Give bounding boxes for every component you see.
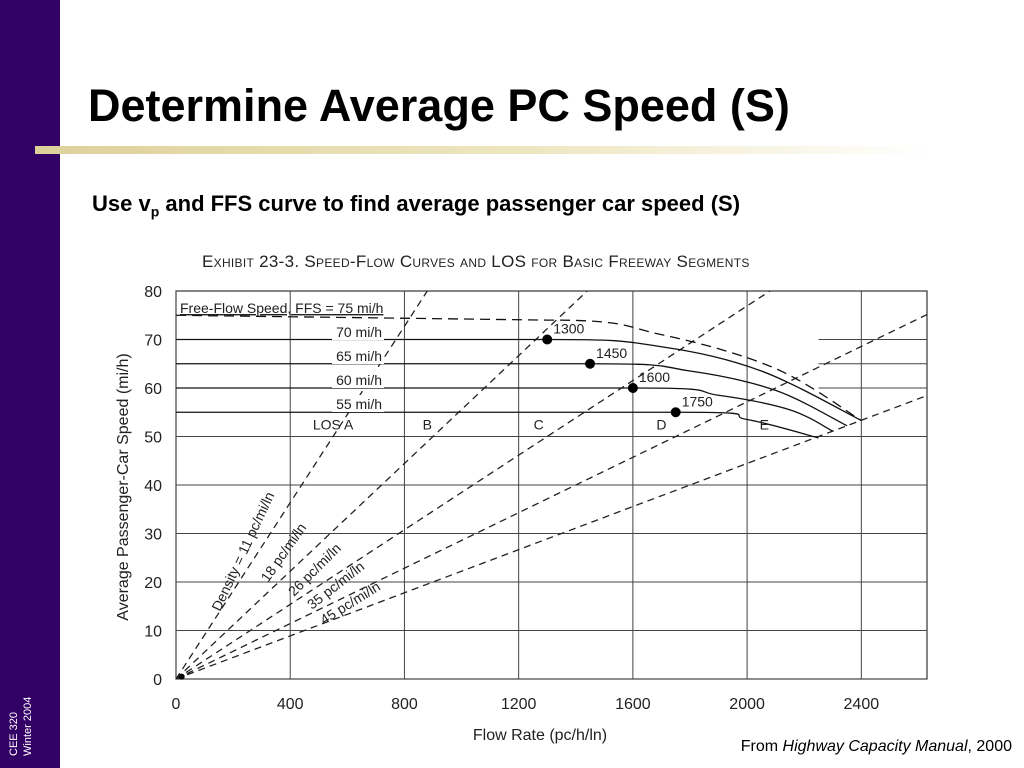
speed-label-bg	[332, 371, 384, 388]
los-label: LOS A	[313, 416, 354, 432]
density-line	[176, 291, 428, 679]
breakpoint-label: 1750	[682, 393, 713, 409]
speed-flow-curve	[175, 314, 862, 422]
y-tick-label: 0	[153, 672, 162, 689]
los-label: D	[656, 416, 666, 432]
x-tick-labels: 0 400 800 1200 1600 2000 2400	[172, 696, 880, 713]
title-underline	[35, 146, 935, 154]
speed-label: 55 mi/h	[336, 396, 382, 412]
speed-flow-curve	[176, 411, 819, 439]
x-tick-label: 0	[172, 696, 181, 713]
los-label: C	[534, 416, 544, 432]
x-axis-label: Flow Rate (pc/h/ln)	[473, 727, 607, 744]
y-tick-label: 50	[144, 430, 162, 447]
y-tick-label: 30	[144, 527, 162, 544]
speed-label-bg	[332, 323, 384, 340]
breakpoint-markers: 1300 1450 1600 1750	[178, 321, 713, 680]
ffs-header: Free-Flow Speed, FFS = 75 mi/h	[180, 300, 383, 316]
speed-flow-curve	[176, 363, 848, 427]
density-line	[176, 394, 927, 679]
density-line	[176, 291, 771, 679]
chart-title: Exhibit 23-3. Speed-Flow Curves and LOS …	[202, 252, 750, 271]
subtitle-prefix: Use v	[92, 191, 151, 216]
slide-title: Determine Average PC Speed (S)	[88, 80, 790, 131]
y-tick-label: 60	[144, 381, 162, 398]
speed-label-bg	[332, 347, 384, 364]
subtitle-subscript: p	[150, 203, 160, 220]
speed-label-bg	[332, 395, 384, 412]
density-line	[176, 313, 927, 679]
density-lines	[176, 291, 927, 679]
speed-label: 60 mi/h	[336, 372, 382, 388]
x-tick-label: 800	[391, 696, 418, 713]
x-tick-label: 2400	[844, 696, 880, 713]
x-tick-label: 1600	[615, 696, 651, 713]
x-tick-label: 2000	[729, 696, 765, 713]
breakpoint-dot	[670, 407, 681, 418]
y-axis-label: Average Passenger-Car Speed (mi/h)	[115, 353, 132, 620]
y-tick-label: 20	[144, 575, 162, 592]
sidebar: CEE 320 Winter 2004	[0, 0, 60, 768]
breakpoint-label: 1300	[553, 321, 584, 337]
y-tick-labels: 0 10 20 30 40 50 60 70 80	[144, 284, 162, 689]
slide-subtitle: Use vp and FFS curve to find average pas…	[92, 191, 740, 219]
credit-source: Highway Capacity Manual	[782, 738, 968, 755]
density-label: Density = 11 pc/mi/ln	[208, 489, 277, 613]
los-label: B	[423, 416, 432, 432]
speed-label: 70 mi/h	[336, 324, 382, 340]
speed-label: 65 mi/h	[336, 348, 382, 364]
y-tick-label: 70	[144, 333, 162, 350]
los-label: E	[760, 416, 769, 432]
breakpoint-dot	[627, 383, 638, 393]
credit-suffix: , 2000	[967, 738, 1012, 755]
breakpoint-label: 1600	[639, 369, 670, 385]
chart-grid	[175, 290, 928, 680]
source-credit: From Highway Capacity Manual, 2000	[741, 738, 1012, 756]
subtitle-suffix: and FFS curve to find average passenger …	[159, 191, 741, 216]
y-tick-label: 80	[144, 284, 162, 301]
breakpoint-dot	[542, 334, 553, 345]
speed-flow-curve	[176, 338, 862, 422]
density-line	[176, 291, 588, 679]
breakpoint-label: 1450	[596, 345, 627, 361]
x-tick-label: 1200	[501, 696, 537, 713]
breakpoint-dot	[585, 358, 596, 369]
credit-prefix: From	[740, 738, 783, 755]
y-tick-label: 10	[144, 624, 162, 641]
speed-flow-curve	[176, 387, 834, 432]
y-tick-label: 40	[144, 478, 162, 495]
origin-dot	[178, 673, 185, 680]
speed-flow-curves	[175, 314, 862, 439]
x-tick-label: 400	[277, 696, 304, 713]
